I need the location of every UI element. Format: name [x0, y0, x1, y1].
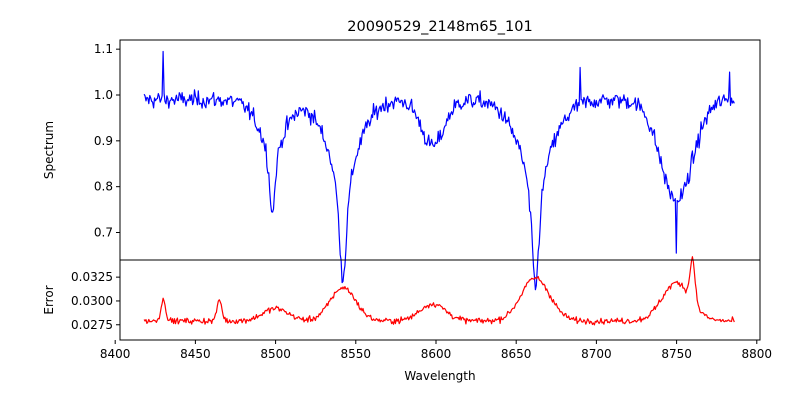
spectrum-y-tick-label: 0.9	[94, 134, 113, 148]
error-y-axis-label: Error	[42, 285, 56, 314]
spectrum-panel: 0.7 0.8 0.9 1.0 1.1 Spectrum	[42, 39, 761, 291]
x-tick-label: 8700	[581, 347, 612, 361]
error-panel: 0.0275 0.0300 0.0325 Error	[42, 256, 761, 341]
error-ticks: 0.0275 0.0300 0.0325	[71, 270, 120, 332]
x-tick-label: 8600	[421, 347, 452, 361]
error-y-tick-label: 0.0300	[71, 294, 113, 308]
x-tick-label: 8500	[260, 347, 291, 361]
x-tick-label: 8550	[341, 347, 372, 361]
chart-title: 20090529_2148m65_101	[347, 19, 532, 35]
x-axis-ticks: 8400 8450 8500 8550 8600 8650 8700 8750 8800	[100, 340, 772, 361]
spectrum-y-tick-label: 0.7	[94, 226, 113, 240]
x-tick-label: 8400	[100, 347, 131, 361]
x-tick-label: 8650	[501, 347, 532, 361]
spectrum-ticks: 0.7 0.8 0.9 1.0 1.1	[94, 42, 120, 240]
error-y-tick-label: 0.0325	[71, 270, 113, 284]
x-tick-label: 8450	[180, 347, 211, 361]
spectrum-y-tick-label: 1.0	[94, 88, 113, 102]
error-y-tick-label: 0.0275	[71, 318, 113, 332]
x-tick-label: 8750	[661, 347, 692, 361]
error-series-line	[143, 256, 735, 326]
x-tick-label: 8800	[742, 347, 773, 361]
x-axis-label: Wavelength	[404, 369, 475, 383]
spectrum-y-tick-label: 0.8	[94, 180, 113, 194]
error-axes-frame	[119, 259, 761, 341]
spectrum-y-tick-label: 1.1	[94, 42, 113, 56]
spectrum-y-axis-label: Spectrum	[42, 121, 56, 179]
spectrum-series-line	[143, 50, 735, 291]
